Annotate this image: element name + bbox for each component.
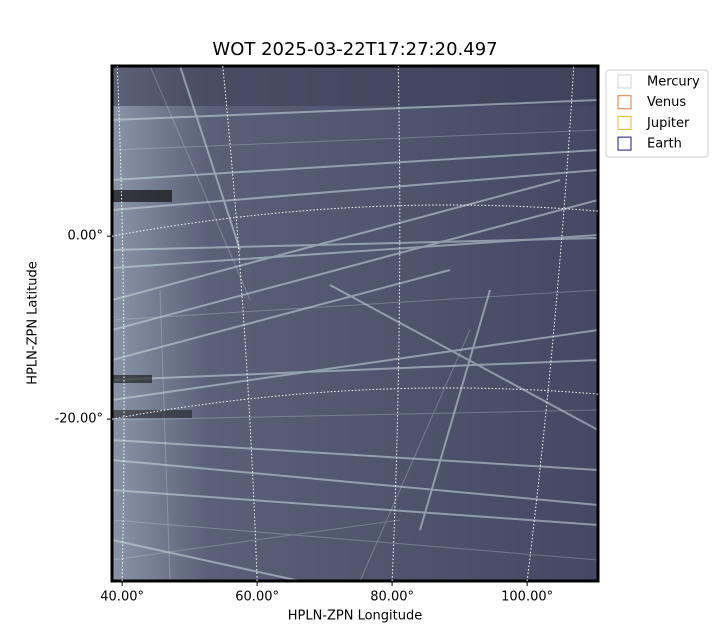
grid-line [222, 66, 258, 581]
grid-line [116, 66, 125, 581]
legend-swatch [617, 74, 632, 89]
legend-swatch [617, 136, 632, 151]
chart-title: WOT 2025-03-22T17:27:20.497 [212, 39, 497, 60]
legend-swatch [617, 115, 632, 130]
x-tick-label: 80.00° [370, 590, 414, 605]
legend-label: Venus [647, 95, 686, 110]
y-axis-label: HPLN-ZPN Latitude [26, 261, 41, 384]
grid-line [526, 66, 575, 581]
y-tick-label: -20.00° [55, 412, 103, 427]
x-tick-label: 40.00° [100, 590, 144, 605]
grid-line [112, 387, 598, 420]
frame [110, 64, 600, 583]
grid-line [112, 204, 598, 237]
y-tick-label: 0.00° [68, 229, 103, 244]
legend: Mercury Venus Jupiter Earth [605, 69, 709, 158]
legend-label: Mercury [647, 75, 700, 90]
image [112, 66, 598, 581]
x-tick-label: 60.00° [235, 590, 279, 605]
legend-swatch [617, 95, 632, 110]
x-tick-label: 100.00° [501, 590, 553, 605]
legend-label: Earth [647, 137, 682, 152]
grid-line [391, 66, 401, 581]
x-axis-label: HPLN-ZPN Longitude [288, 609, 423, 624]
legend-label: Jupiter [646, 116, 690, 131]
